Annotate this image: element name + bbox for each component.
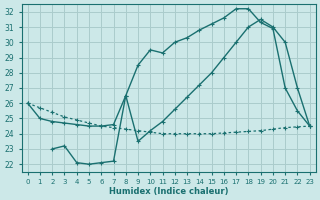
X-axis label: Humidex (Indice chaleur): Humidex (Indice chaleur)	[109, 187, 228, 196]
